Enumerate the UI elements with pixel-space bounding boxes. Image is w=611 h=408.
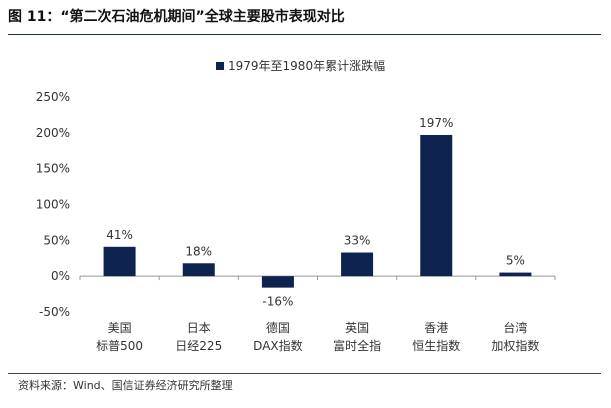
category-label: 富时全指 <box>333 338 381 353</box>
bar <box>182 263 215 277</box>
data-label: 33% <box>344 234 371 248</box>
bar <box>341 252 374 277</box>
data-label: 5% <box>506 254 525 268</box>
figure-title: 图 11：“第二次石油危机期间”全球主要股市表现对比 <box>8 9 345 25</box>
data-label: 41% <box>106 228 133 242</box>
category-label: 日经225 <box>175 339 222 353</box>
title-divider <box>8 34 601 35</box>
category-label: 加权指数 <box>491 338 539 353</box>
category-label: 标普500 <box>96 339 143 353</box>
category-label: 恒生指数 <box>412 338 460 353</box>
y-tick-label: -50% <box>39 305 70 319</box>
y-tick-label: 250% <box>36 90 70 104</box>
category-label: DAX指数 <box>253 338 302 353</box>
legend-label: 1979年至1980年累计涨跌幅 <box>228 58 385 73</box>
category-label: 台湾 <box>503 320 527 335</box>
category-label: 德国 <box>266 320 290 335</box>
source-note: 资料来源：Wind、国信证券经济研究所整理 <box>18 379 233 392</box>
bar <box>420 134 453 277</box>
category-label: 香港 <box>424 321 448 335</box>
category-label: 美国 <box>108 321 132 335</box>
y-tick-label: 200% <box>36 126 70 140</box>
y-tick-label: 0% <box>51 269 70 283</box>
data-label: -16% <box>262 295 293 309</box>
data-label: 18% <box>185 244 212 258</box>
bar <box>499 272 532 277</box>
legend-swatch <box>216 62 224 70</box>
bar <box>261 276 294 288</box>
y-tick-label: 150% <box>36 162 70 176</box>
source-divider <box>8 373 601 374</box>
bar <box>103 246 136 277</box>
y-tick-label: 100% <box>36 198 70 212</box>
category-label: 日本 <box>187 321 211 335</box>
category-label: 英国 <box>345 321 369 335</box>
data-label: 197% <box>419 116 453 130</box>
y-tick-label: 50% <box>43 233 70 247</box>
